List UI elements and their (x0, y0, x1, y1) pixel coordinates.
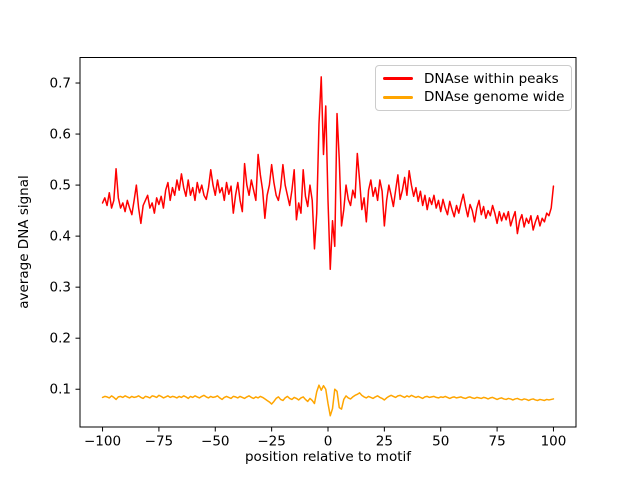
x-tick-label: −25 (257, 434, 286, 450)
series-line-dnase-within-peaks (101, 76, 555, 271)
x-tick-label: 100 (541, 434, 567, 450)
x-tick-label: 75 (488, 434, 505, 450)
data-series-layer (101, 76, 555, 417)
series-line-dnase-genome-wide (101, 384, 555, 417)
y-tick-label: 0.6 (50, 127, 71, 143)
legend-line-swatch-red (383, 77, 413, 81)
axis-ticks-layer: −100 −75 −50 −25 0 25 50 75 100 0.1 0.2 0.3 0.4 0.5 0.… (50, 76, 567, 450)
y-tick-label: 0.1 (50, 382, 71, 398)
x-tick-label: 25 (376, 434, 393, 450)
x-tick-label: −50 (201, 434, 230, 450)
legend-label: DNAse genome wide (424, 89, 565, 106)
legend-label: DNAse within peaks (424, 70, 559, 87)
x-axis-label: position relative to motif (244, 449, 412, 465)
y-tick-label: 0.4 (50, 229, 71, 245)
legend-item: DNAse genome wide (383, 89, 565, 105)
legend: DNAse within peaks DNAse genome wide (375, 65, 572, 111)
x-tick-label: 50 (432, 434, 449, 450)
x-tick-label: −100 (84, 434, 121, 450)
plot-area-border (79, 57, 577, 428)
y-tick-label: 0.2 (50, 331, 71, 347)
legend-item: DNAse within peaks (383, 71, 565, 87)
x-tick-label: −75 (145, 434, 174, 450)
x-tick-label: 0 (324, 434, 333, 450)
legend-line-swatch-orange (383, 95, 413, 99)
y-tick-label: 0.7 (50, 76, 71, 92)
y-axis-label: average DNA signal (16, 175, 32, 309)
y-tick-label: 0.5 (50, 178, 71, 194)
y-tick-label: 0.3 (50, 280, 71, 296)
